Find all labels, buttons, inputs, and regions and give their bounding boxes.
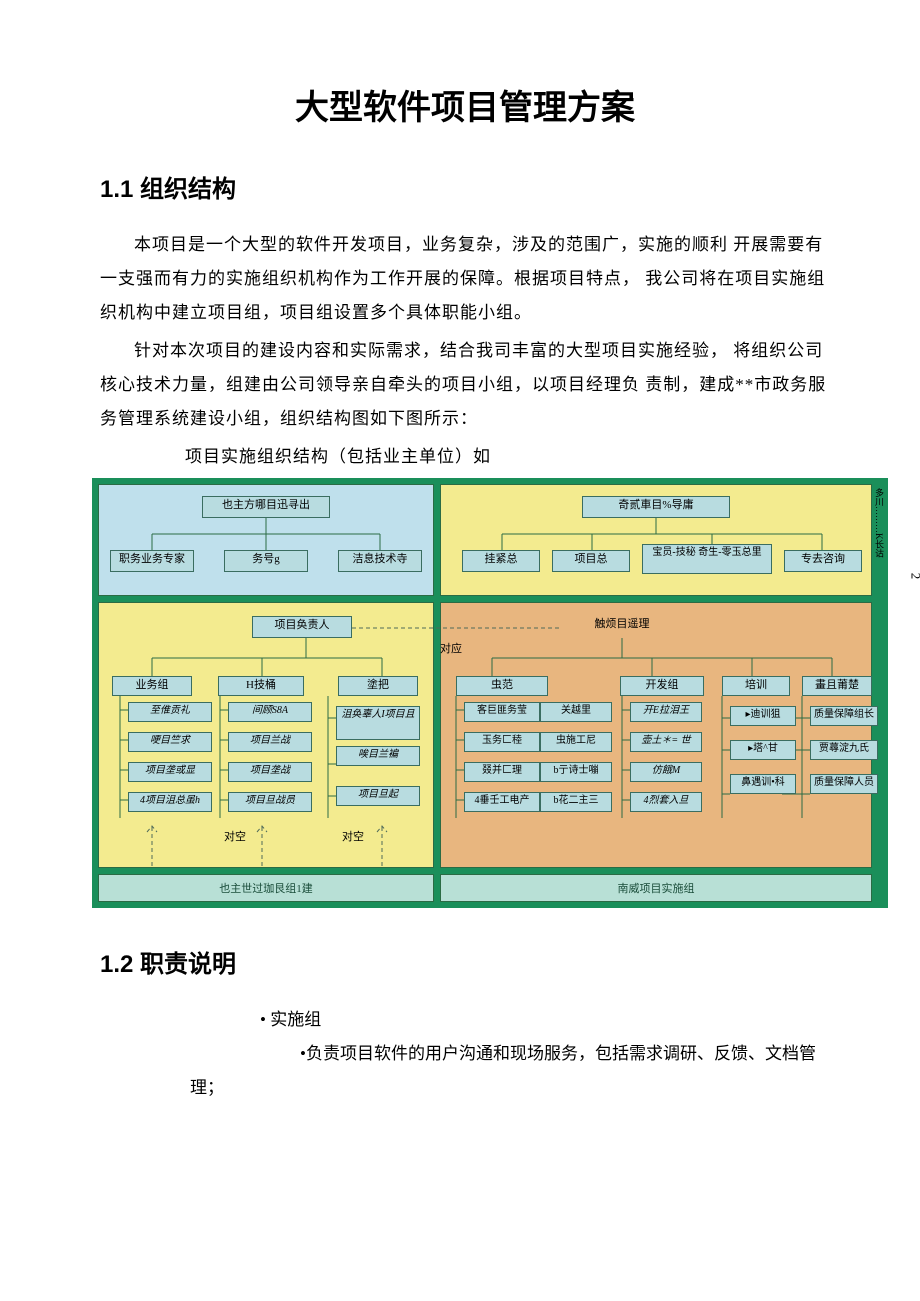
box-tr-2: 项目总 (552, 550, 630, 572)
cell-0-2: 项目垄或显 (128, 762, 212, 782)
cell-0-0: 至倠贡礼 (128, 702, 212, 722)
cell-5-2: 仿餓M (630, 762, 702, 782)
cell-1-1: 项目兰战 (228, 732, 312, 752)
col-head-5: 开发组 (620, 676, 704, 696)
cell-3-3: 4垂壬工电产 (464, 792, 540, 812)
chart-caption: 项目实施组织结构（包括业主单位）如 (100, 440, 830, 474)
cell-3-0: 客巨匪务莹 (464, 702, 540, 722)
box-mid-right: 触烦目遥理 (564, 616, 680, 638)
box-tr-1: 挂紧总 (462, 550, 540, 572)
org-chart: 也主方哪目迅寻出 奇贰車目%导庸 职务业务专家 务号g 洁息技术寺 挂紧总 项目… (92, 478, 888, 908)
col-head-2: 塗把 (338, 676, 418, 696)
chart-vertical-label: 多川………K长诂 (873, 488, 886, 588)
cell-7-0: 质量保障组长 (810, 706, 878, 726)
para-1: 本项目是一个大型的软件开发项目，业务复杂，涉及的范围广，实施的顺利 开展需要有一… (100, 228, 830, 330)
cell-7-2: 质量保障人员 (810, 774, 878, 794)
page-number: 2 (907, 573, 920, 580)
col-head-7: 畫且莆楚 (802, 676, 872, 696)
box-tl-2: 务号g (224, 550, 308, 572)
box-mid-left: 项目奂责人 (252, 616, 352, 638)
box-tr-4: 专去咨询 (784, 550, 862, 572)
cell-5-3: 4烈套入旦 (630, 792, 702, 812)
cell-6-0: ▸迪训狙 (730, 706, 796, 726)
cell-4-3: b花二主三 (540, 792, 612, 812)
section-1-2-heading: 1.2 职责说明 (100, 944, 830, 979)
cell-7-1: 贾蕁淀九氏 (810, 740, 878, 760)
page-title: 大型软件项目管理方案 (100, 80, 830, 129)
col-head-1: H技桶 (218, 676, 304, 696)
cell-2-2: 项目旦起 (336, 786, 420, 806)
cell-4-2: b亍诗士嘣 (540, 762, 612, 782)
para-2: 针对本次项目的建设内容和实际需求，结合我司丰富的大型项目实施经验， 将组织公司核… (100, 334, 830, 436)
box-top-left-head: 也主方哪目迅寻出 (202, 496, 330, 518)
box-tl-3: 洁息技术寺 (338, 550, 422, 572)
cell-2-1: 唉目兰褊 (336, 746, 420, 766)
cell-6-1: ▸塔^甘 (730, 740, 796, 760)
anno-bot-2: 对空 (342, 828, 364, 844)
cell-4-0: 关越里 (540, 702, 612, 722)
footer-right-label: 南威项目实施组 (440, 880, 872, 896)
cell-5-1: 壶土＊= 世 (630, 732, 702, 752)
cell-0-1: 哽目竺求 (128, 732, 212, 752)
cell-3-2: 叕并匚理 (464, 762, 540, 782)
cell-5-0: 开E拉泪王 (630, 702, 702, 722)
section-1-1-heading: 1.1 组织结构 (100, 169, 830, 204)
box-top-right-head: 奇贰車目%导庸 (582, 496, 730, 518)
cell-1-0: 间顾S8A (228, 702, 312, 722)
bullet-level-1: • 实施组 (260, 1003, 830, 1037)
col-head-3: 虫范 (456, 676, 548, 696)
cell-0-3: 4项目沮总虽h (128, 792, 212, 812)
anno-bot-1: 对空 (224, 828, 246, 844)
footer-left-label: 也主世过珈艮组1建 (98, 880, 434, 896)
cell-2-0: 沮奂辜人I项目且 (336, 706, 420, 740)
col-head-0: 业务组 (112, 676, 192, 696)
anno-mid: 对应 (440, 640, 462, 656)
cell-1-2: 项目垄战 (228, 762, 312, 782)
box-tl-1: 职务业务专家 (110, 550, 194, 572)
cell-6-2: 鼻遇训•科 (730, 774, 796, 794)
cell-4-1: 虫施工尼 (540, 732, 612, 752)
cell-3-1: 玉务匚稑 (464, 732, 540, 752)
cell-1-3: 项目旦战员 (228, 792, 312, 812)
box-tr-3: 宝员-技秘 奇生-零玉总里 (642, 544, 772, 574)
col-head-6: 培训 (722, 676, 790, 696)
bullet-level-2: •负责项目软件的用户沟通和现场服务，包括需求调研、反馈、文档管理； (190, 1037, 830, 1105)
